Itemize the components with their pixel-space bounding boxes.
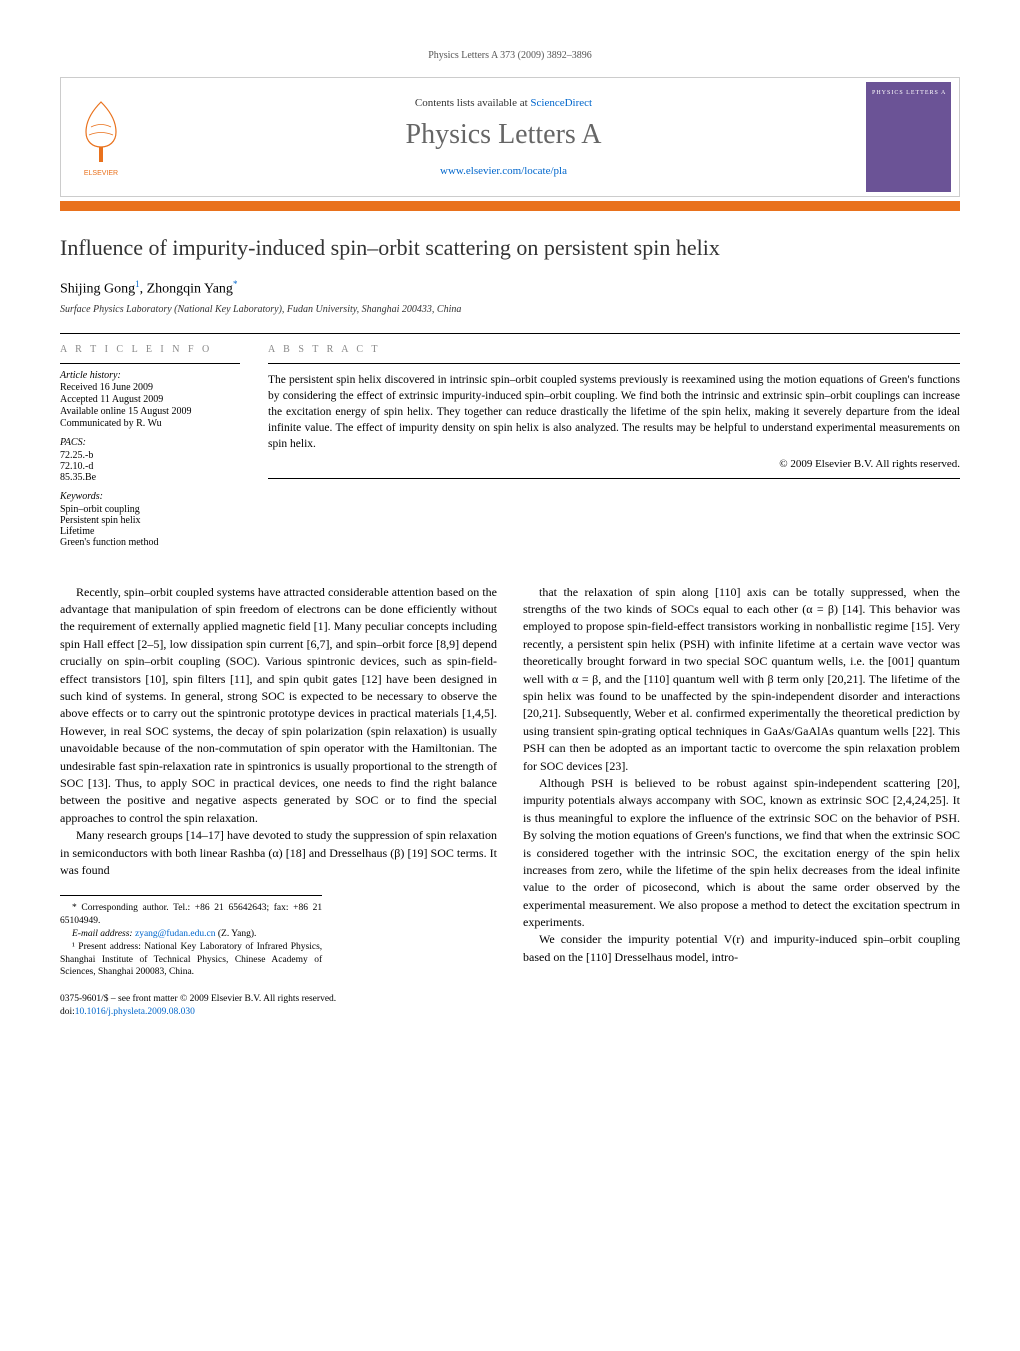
column-left: Recently, spin–orbit coupled systems hav… <box>60 584 497 1018</box>
abstract-copyright: © 2009 Elsevier B.V. All rights reserved… <box>268 458 960 470</box>
contents-available-label: Contents lists available at ScienceDirec… <box>141 97 866 109</box>
pacs-label: PACS: <box>60 437 240 448</box>
pacs-code: 72.10.-d <box>60 461 240 472</box>
pacs-code: 72.25.-b <box>60 450 240 461</box>
author-2-corresponding-link[interactable]: * <box>233 279 238 289</box>
history-label: Article history: <box>60 370 240 381</box>
corresponding-author-footnote: * Corresponding author. Tel.: +86 21 656… <box>60 902 322 928</box>
keyword: Persistent spin helix <box>60 515 240 526</box>
journal-title: Physics Letters A <box>141 119 866 151</box>
divider-line <box>60 333 960 334</box>
column-right: that the relaxation of spin along [110] … <box>523 584 960 1018</box>
doi-link[interactable]: 10.1016/j.physleta.2009.08.030 <box>75 1007 195 1017</box>
pacs-code: 85.35.Be <box>60 472 240 483</box>
article-title: Influence of impurity-induced spin–orbit… <box>60 235 960 261</box>
abstract-text: The persistent spin helix discovered in … <box>268 372 960 452</box>
body-paragraph: Although PSH is believed to be robust ag… <box>523 775 960 932</box>
body-paragraph: We consider the impurity potential V(r) … <box>523 931 960 966</box>
elsevier-logo: ELSEVIER <box>61 87 141 187</box>
issn-copyright-line: 0375-9601/$ – see front matter © 2009 El… <box>60 993 497 1005</box>
authors-line: Shijing Gong1, Zhongqin Yang* <box>60 279 960 298</box>
orange-divider <box>60 201 960 211</box>
article-info-sidebar: A R T I C L E I N F O Article history: R… <box>60 344 240 548</box>
online-date: Available online 15 August 2009 <box>60 406 240 417</box>
body-paragraph: Recently, spin–orbit coupled systems hav… <box>60 584 497 827</box>
page-footer: 0375-9601/$ – see front matter © 2009 El… <box>60 993 497 1018</box>
doi-label: doi: <box>60 1007 75 1017</box>
article-info-heading: A R T I C L E I N F O <box>60 344 240 355</box>
email-link[interactable]: zyang@fudan.edu.cn <box>135 929 216 939</box>
sciencedirect-link[interactable]: ScienceDirect <box>530 97 592 109</box>
journal-banner: ELSEVIER Contents lists available at Sci… <box>60 77 960 197</box>
body-paragraph: that the relaxation of spin along [110] … <box>523 584 960 775</box>
present-address-footnote: ¹ Present address: National Key Laborato… <box>60 941 322 979</box>
keyword: Spin–orbit coupling <box>60 504 240 515</box>
author-2: Zhongqin Yang <box>147 282 233 297</box>
journal-homepage-link[interactable]: www.elsevier.com/locate/pla <box>440 165 567 177</box>
keyword: Lifetime <box>60 526 240 537</box>
author-1-footnote-link[interactable]: 1 <box>135 279 140 289</box>
author-1: Shijing Gong <box>60 282 135 297</box>
body-columns: Recently, spin–orbit coupled systems hav… <box>60 584 960 1018</box>
keywords-label: Keywords: <box>60 491 240 502</box>
body-paragraph: Many research groups [14–17] have devote… <box>60 827 497 879</box>
communicated-by: Communicated by R. Wu <box>60 418 240 429</box>
received-date: Received 16 June 2009 <box>60 382 240 393</box>
running-head: Physics Letters A 373 (2009) 3892–3896 <box>60 50 960 61</box>
journal-cover-thumbnail: PHYSICS LETTERS A <box>866 82 951 192</box>
email-footnote: E-mail address: zyang@fudan.edu.cn (Z. Y… <box>60 928 322 941</box>
footnotes-block: * Corresponding author. Tel.: +86 21 656… <box>60 895 322 979</box>
keyword: Green's function method <box>60 537 240 548</box>
accepted-date: Accepted 11 August 2009 <box>60 394 240 405</box>
affiliation: Surface Physics Laboratory (National Key… <box>60 304 960 315</box>
svg-text:ELSEVIER: ELSEVIER <box>84 170 118 177</box>
abstract-heading: A B S T R A C T <box>268 344 960 355</box>
